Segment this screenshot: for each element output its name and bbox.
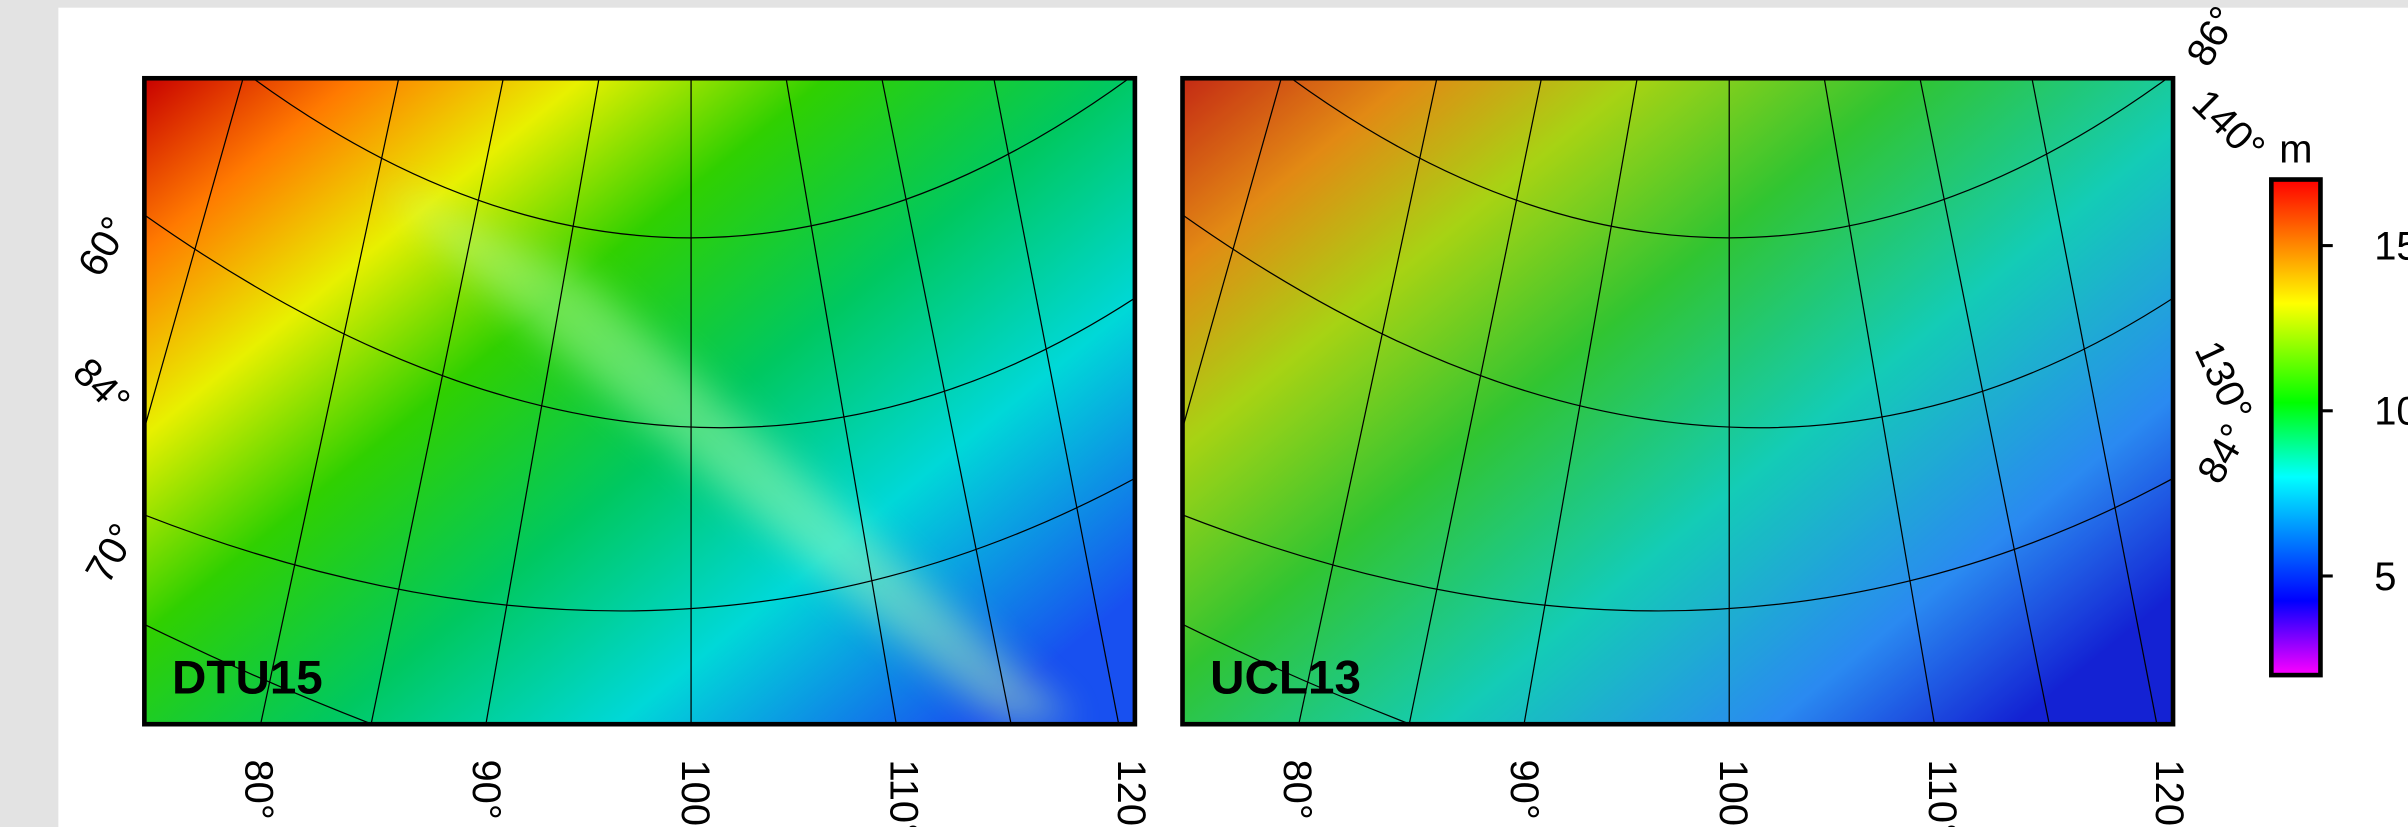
colorbar-ramp	[2271, 180, 2320, 676]
panel-label: DTU15	[172, 652, 323, 705]
colorbar-tick-label: 15	[2374, 224, 2408, 268]
lon-label: 100°	[673, 759, 717, 827]
colorbar-unit: m	[2279, 128, 2312, 172]
colorbar-tick-label: 10	[2374, 390, 2408, 434]
colorbar-tick-label: 5	[2374, 555, 2396, 599]
panel-label: UCL13	[1210, 652, 1361, 705]
lon-label: 110°	[882, 759, 926, 827]
figure: DTU15 UCL13 60° 84° 70° 86° 140° 130° 84…	[0, 0, 2408, 827]
lon-label: 100°	[1711, 759, 1755, 827]
lon-label: 110°	[1920, 759, 1964, 827]
page: DTU15 UCL13 60° 84° 70° 86° 140° 130° 84…	[0, 0, 2408, 827]
lon-label: 90°	[1502, 759, 1546, 819]
lon-label: 80°	[1275, 759, 1319, 819]
lon-label: 120°	[1109, 759, 1153, 827]
map-overlay	[1183, 78, 2174, 724]
lon-label: 80°	[237, 759, 281, 819]
lon-label: 90°	[464, 759, 508, 819]
lon-label: 120°	[2147, 759, 2191, 827]
